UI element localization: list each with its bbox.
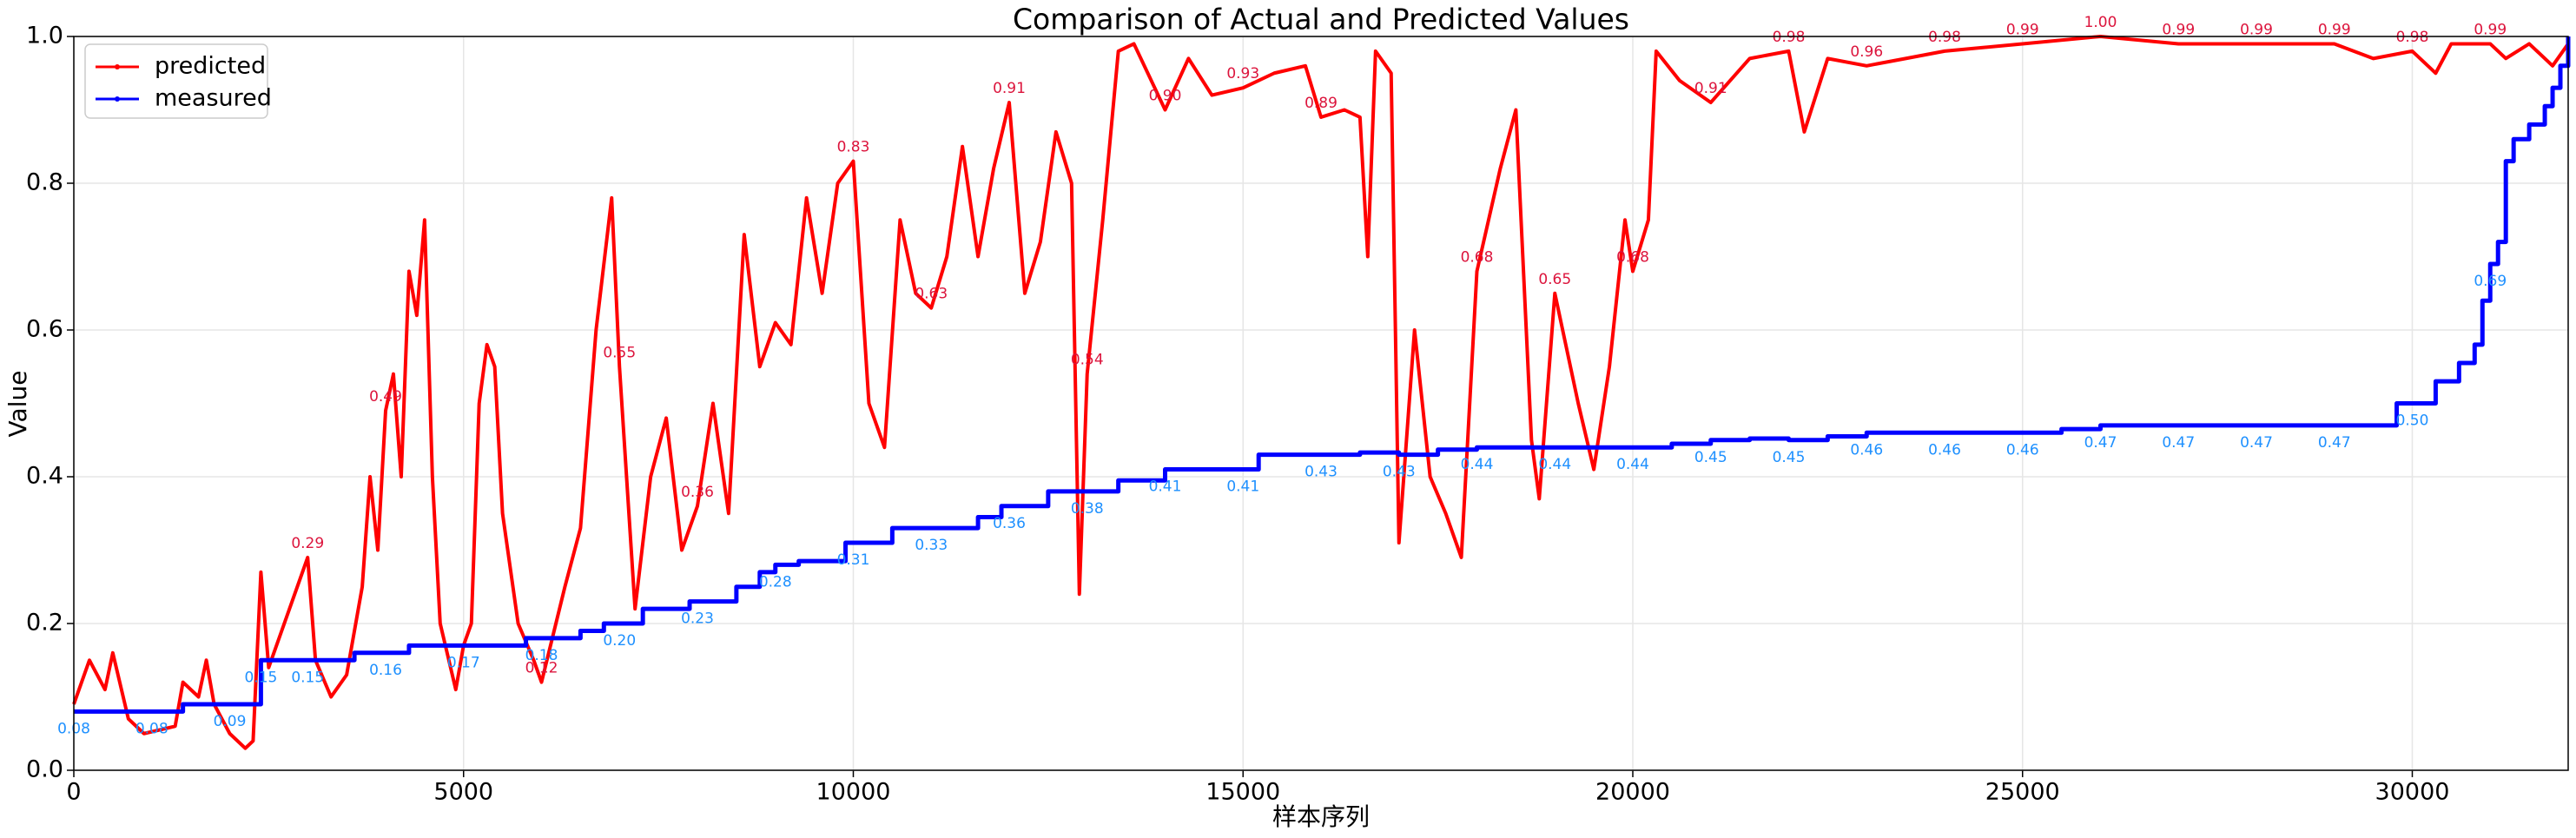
value-label: 1.00 [2084,14,2117,31]
value-label: 0.36 [681,484,714,501]
value-label: 0.15 [291,669,324,686]
value-label: 0.31 [837,551,870,569]
value-label: 0.99 [2318,21,2351,38]
series-line [74,36,2571,714]
x-tick-label: 10000 [816,779,891,806]
value-label: 0.50 [2396,412,2429,430]
x-tick-label: 0 [66,779,81,806]
value-label: 0.99 [2240,21,2273,38]
value-label: 0.93 [1226,65,1259,82]
x-tick-label: 30000 [2375,779,2450,806]
legend-marker [115,64,120,69]
value-label: 0.98 [1773,29,1806,46]
x-tick-label: 20000 [1595,779,1670,806]
value-label: 0.43 [1305,464,1338,481]
value-label: 0.08 [135,720,168,737]
value-label: 0.44 [1616,456,1649,473]
value-label: 0.23 [681,610,714,628]
value-label: 0.98 [1928,29,1961,46]
value-label: 0.18 [525,647,558,664]
value-label: 0.46 [1928,441,1961,459]
series-line [72,35,2570,750]
value-label: 0.47 [2240,434,2273,452]
x-tick-label: 5000 [433,779,493,806]
value-label: 0.89 [1305,95,1338,112]
x-axis-label: 样本序列 [1272,802,1370,831]
value-label: 0.12 [525,660,558,677]
legend: predicted measured [84,43,272,119]
value-label: 0.99 [2162,21,2195,38]
value-label: 0.91 [993,80,1026,97]
y-axis-label: Value [3,371,32,438]
value-label: 0.46 [1850,441,1883,459]
value-label: 0.46 [2006,441,2039,459]
value-label: 0.44 [1538,456,1571,473]
chart-title: Comparison of Actual and Predicted Value… [1013,3,1629,36]
value-label: 0.55 [603,344,636,361]
value-label: 0.90 [1149,88,1182,105]
value-label: 0.68 [1461,248,1494,266]
legend-label: predicted [155,53,266,80]
value-label: 0.09 [214,713,247,730]
value-label: 0.45 [1773,449,1806,466]
value-label: 0.99 [2006,21,2039,38]
value-label: 0.68 [1616,248,1649,266]
value-label: 0.41 [1226,478,1259,496]
legend-label: measured [155,85,272,112]
value-label: 0.96 [1850,43,1883,61]
value-label: 0.83 [837,139,870,156]
value-label: 0.29 [291,535,324,552]
value-label: 0.54 [1071,352,1104,369]
y-tick-label: 0.6 [26,316,63,343]
value-label: 0.38 [1071,500,1104,518]
value-label: 0.15 [244,669,277,686]
y-tick-label: 0.2 [26,610,63,637]
value-label: 0.47 [2162,434,2195,452]
plot-frame [73,36,2569,771]
value-label: 0.99 [2474,21,2507,38]
value-label: 0.49 [369,388,402,406]
value-label: 0.20 [603,632,636,650]
y-tick-label: 0.0 [26,756,63,783]
y-tick-label: 1.0 [26,23,63,49]
value-label: 0.45 [1694,449,1727,466]
value-label: 0.33 [915,537,948,554]
value-label: 0.28 [759,573,792,591]
x-tick-label: 15000 [1205,779,1280,806]
value-label: 0.98 [2396,29,2429,46]
value-label: 0.69 [2474,273,2507,290]
value-label: 0.43 [1383,464,1416,481]
value-label: 0.65 [1538,271,1571,288]
value-label: 0.44 [1461,456,1494,473]
value-label: 0.41 [1149,478,1182,496]
legend-marker [115,96,120,102]
value-label: 0.36 [993,515,1026,532]
value-label: 0.16 [369,662,402,679]
value-label: 0.91 [1694,80,1727,97]
value-label: 0.47 [2318,434,2351,452]
x-tick-label: 25000 [1985,779,2060,806]
y-tick-label: 0.4 [26,463,63,490]
value-label: 0.63 [915,286,948,303]
value-label: 0.17 [447,654,480,671]
value-label: 0.47 [2084,434,2117,452]
y-tick-label: 0.8 [26,169,63,196]
